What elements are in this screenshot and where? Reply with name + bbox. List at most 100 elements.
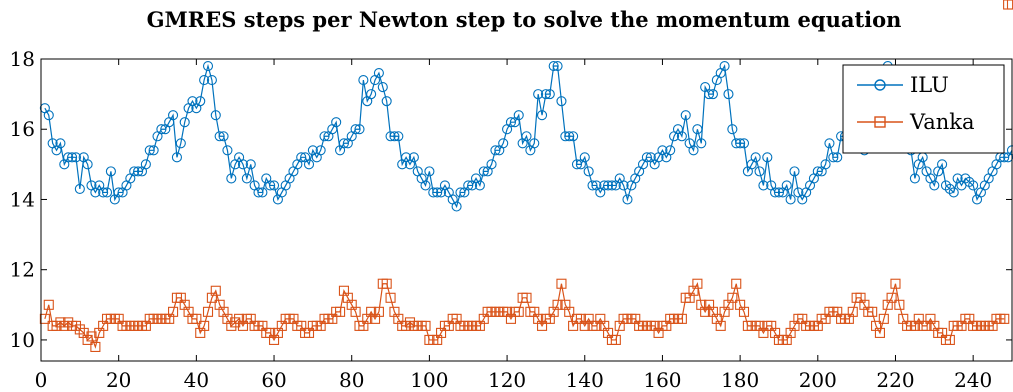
data-point-vanka <box>548 306 559 317</box>
data-point-vanka <box>738 306 750 317</box>
data-point-ilu <box>781 180 792 191</box>
data-point-ilu <box>377 82 388 93</box>
data-point-vanka <box>502 306 513 317</box>
data-point-vanka <box>925 313 936 324</box>
data-point-vanka <box>661 320 672 331</box>
data-point-ilu <box>641 152 652 163</box>
data-point-ilu <box>315 145 326 156</box>
data-point-ilu <box>389 131 400 142</box>
data-point-ilu <box>727 124 738 135</box>
data-point-vanka <box>797 313 808 324</box>
data-point-ilu <box>521 131 532 142</box>
data-point-ilu <box>498 138 509 149</box>
data-point-ilu <box>140 159 151 170</box>
data-point-vanka <box>315 320 326 331</box>
data-point-vanka <box>630 313 641 324</box>
chart-title: GMRES steps per Newton step to solve the… <box>147 7 902 32</box>
y-tick-label: 10 <box>10 328 35 352</box>
data-point-ilu <box>101 187 113 198</box>
data-point-vanka <box>369 313 381 324</box>
data-point-ilu <box>703 89 715 100</box>
data-point-ilu <box>206 75 217 86</box>
data-point-vanka <box>393 313 404 324</box>
data-point-ilu <box>824 138 835 149</box>
data-point-vanka <box>653 327 664 338</box>
data-point-ilu <box>420 180 431 191</box>
data-point-ilu <box>226 173 237 184</box>
data-point-ilu <box>218 131 229 142</box>
data-point-ilu <box>579 152 590 163</box>
data-point-vanka <box>1006 0 1013 10</box>
data-point-vanka <box>855 292 866 303</box>
data-point-vanka <box>556 278 567 289</box>
axes-frame <box>40 58 1013 362</box>
data-point-ilu <box>296 152 307 163</box>
data-point-ilu <box>331 117 342 128</box>
data-point-vanka <box>886 292 897 303</box>
data-point-vanka <box>688 285 699 296</box>
data-point-ilu <box>789 166 800 177</box>
x-tick-label: 0 <box>35 368 48 392</box>
data-point-vanka <box>206 292 217 303</box>
data-point-vanka <box>727 292 738 303</box>
data-point-vanka <box>272 327 283 338</box>
y-tick-label: 16 <box>10 117 35 141</box>
data-point-vanka <box>684 292 695 303</box>
data-point-ilu <box>338 138 350 149</box>
data-point-vanka <box>874 327 885 338</box>
data-point-vanka <box>700 306 711 317</box>
data-point-ilu <box>74 183 85 194</box>
data-point-ilu <box>105 166 116 177</box>
data-point-vanka <box>696 299 707 310</box>
data-point-ilu <box>762 152 773 163</box>
data-point-ilu <box>144 145 155 156</box>
data-point-vanka <box>55 317 66 328</box>
data-point-vanka <box>533 313 544 324</box>
data-point-ilu <box>533 89 544 100</box>
data-point-vanka <box>338 285 350 296</box>
data-point-vanka <box>583 313 594 324</box>
data-point-vanka <box>373 306 384 317</box>
data-point-vanka <box>51 320 62 331</box>
data-point-ilu <box>820 159 831 170</box>
legend: ILU Vanka <box>842 64 1005 154</box>
data-point-ilu <box>133 166 144 177</box>
data-point-vanka <box>74 324 85 335</box>
data-point-ilu <box>385 131 396 142</box>
data-point-vanka <box>210 285 221 296</box>
data-point-vanka <box>237 320 249 331</box>
data-point-vanka <box>335 306 346 317</box>
data-point-vanka <box>894 299 905 310</box>
data-point-ilu <box>129 166 140 177</box>
data-point-vanka <box>474 320 485 331</box>
data-point-ilu <box>692 124 703 135</box>
data-point-ilu <box>55 138 66 149</box>
data-point-ilu <box>408 152 419 163</box>
data-point-vanka <box>432 334 443 345</box>
data-point-vanka <box>890 278 901 289</box>
data-point-vanka <box>179 299 190 310</box>
data-point-ilu <box>241 173 252 184</box>
data-point-ilu <box>428 187 439 198</box>
data-point-vanka <box>43 299 54 310</box>
data-point-ilu <box>156 124 167 135</box>
data-point-vanka <box>366 306 377 317</box>
data-point-vanka <box>591 320 602 331</box>
data-point-ilu <box>148 145 159 156</box>
data-point-ilu <box>319 131 330 142</box>
data-point-vanka <box>789 320 800 331</box>
data-point-vanka <box>478 313 489 324</box>
data-point-ilu <box>785 194 796 205</box>
data-point-ilu <box>680 110 691 121</box>
data-point-vanka <box>202 306 214 317</box>
data-point-vanka <box>358 320 369 331</box>
data-point-vanka <box>529 306 540 317</box>
data-point-vanka <box>420 320 431 331</box>
data-point-vanka <box>86 331 97 342</box>
data-point-ilu <box>754 166 765 177</box>
data-point-vanka <box>692 278 703 289</box>
data-point-vanka <box>59 320 70 331</box>
data-point-vanka <box>63 317 74 328</box>
data-point-ilu <box>67 152 78 163</box>
